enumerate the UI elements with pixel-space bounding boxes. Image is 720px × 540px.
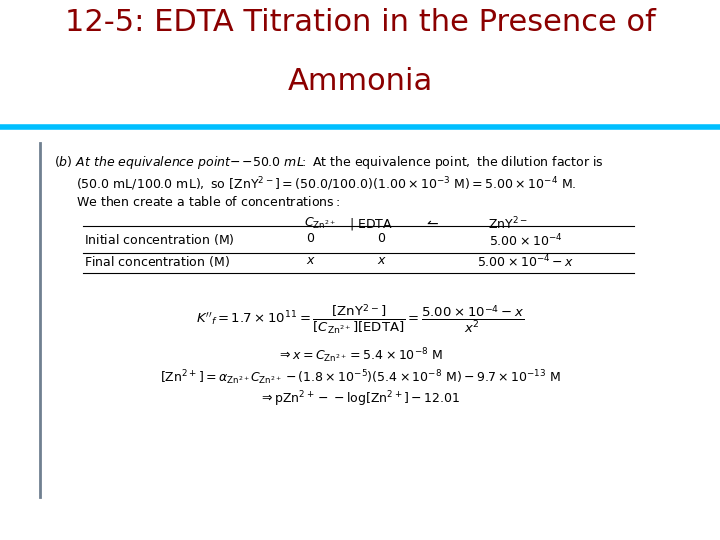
- Text: $0$: $0$: [377, 232, 386, 245]
- Text: $|\ \mathrm{EDTA}$: $|\ \mathrm{EDTA}$: [349, 216, 392, 232]
- Text: $\mathrm{Final\ concentration\ (M)}$: $\mathrm{Final\ concentration\ (M)}$: [84, 254, 230, 269]
- Text: $\mathrm{ZnY}^{2-}$: $\mathrm{ZnY}^{2-}$: [487, 216, 528, 233]
- Text: $0$: $0$: [307, 232, 315, 245]
- Text: $\leftharpoonup$: $\leftharpoonup$: [424, 216, 440, 230]
- Text: $5.00\times10^{-4}-x$: $5.00\times10^{-4}-x$: [477, 254, 575, 271]
- Text: $(50.0\ \mathrm{mL}/100.0\ \mathrm{mL}),\ \mathrm{so}\ [\mathrm{ZnY}^{2-}]=(50.0: $(50.0\ \mathrm{mL}/100.0\ \mathrm{mL}),…: [76, 176, 576, 193]
- Text: $\mathit{(b)\ At\ the\ equivalence\ point\!-\!\!-\!50.0\ mL\!\!:}$$ \ \mathrm{At: $\mathit{(b)\ At\ the\ equivalence\ poin…: [54, 154, 604, 171]
- Text: $C_{\mathrm{Zn}^{2+}}$: $C_{\mathrm{Zn}^{2+}}$: [305, 216, 336, 231]
- Text: $\Rightarrow x = C_{\mathrm{Zn}^{2+}} = 5.4\times10^{-8}\ \mathrm{M}$: $\Rightarrow x = C_{\mathrm{Zn}^{2+}} = …: [277, 347, 443, 366]
- Text: $K''_f = 1.7\times10^{11} = \dfrac{[\mathrm{ZnY}^{2-}]}{[C_{\mathrm{Zn}^{2+}}][\: $K''_f = 1.7\times10^{11} = \dfrac{[\mat…: [196, 302, 524, 336]
- Text: $[\mathrm{Zn}^{2+}] = \alpha_{\mathrm{Zn}^{2+}}C_{\mathrm{Zn}^{2+}} - (1.8\times: $[\mathrm{Zn}^{2+}] = \alpha_{\mathrm{Zn…: [160, 368, 560, 387]
- Text: $\Rightarrow \mathrm{pZn}^{2+} - -\log[\mathrm{Zn}^{2+}] - 12.01$: $\Rightarrow \mathrm{pZn}^{2+} - -\log[\…: [259, 390, 461, 409]
- Text: $x$: $x$: [306, 254, 316, 267]
- Text: $\mathrm{Initial\ concentration\ (M)}$: $\mathrm{Initial\ concentration\ (M)}$: [84, 232, 235, 247]
- Text: $x$: $x$: [377, 254, 387, 267]
- Text: $\mathrm{We\ then\ create\ a\ table\ of\ concentrations:}$: $\mathrm{We\ then\ create\ a\ table\ of\…: [76, 195, 340, 210]
- Text: $5.00\times10^{-4}$: $5.00\times10^{-4}$: [489, 232, 562, 249]
- Text: Ammonia: Ammonia: [287, 68, 433, 97]
- Text: 12-5: EDTA Titration in the Presence of: 12-5: EDTA Titration in the Presence of: [65, 8, 655, 37]
